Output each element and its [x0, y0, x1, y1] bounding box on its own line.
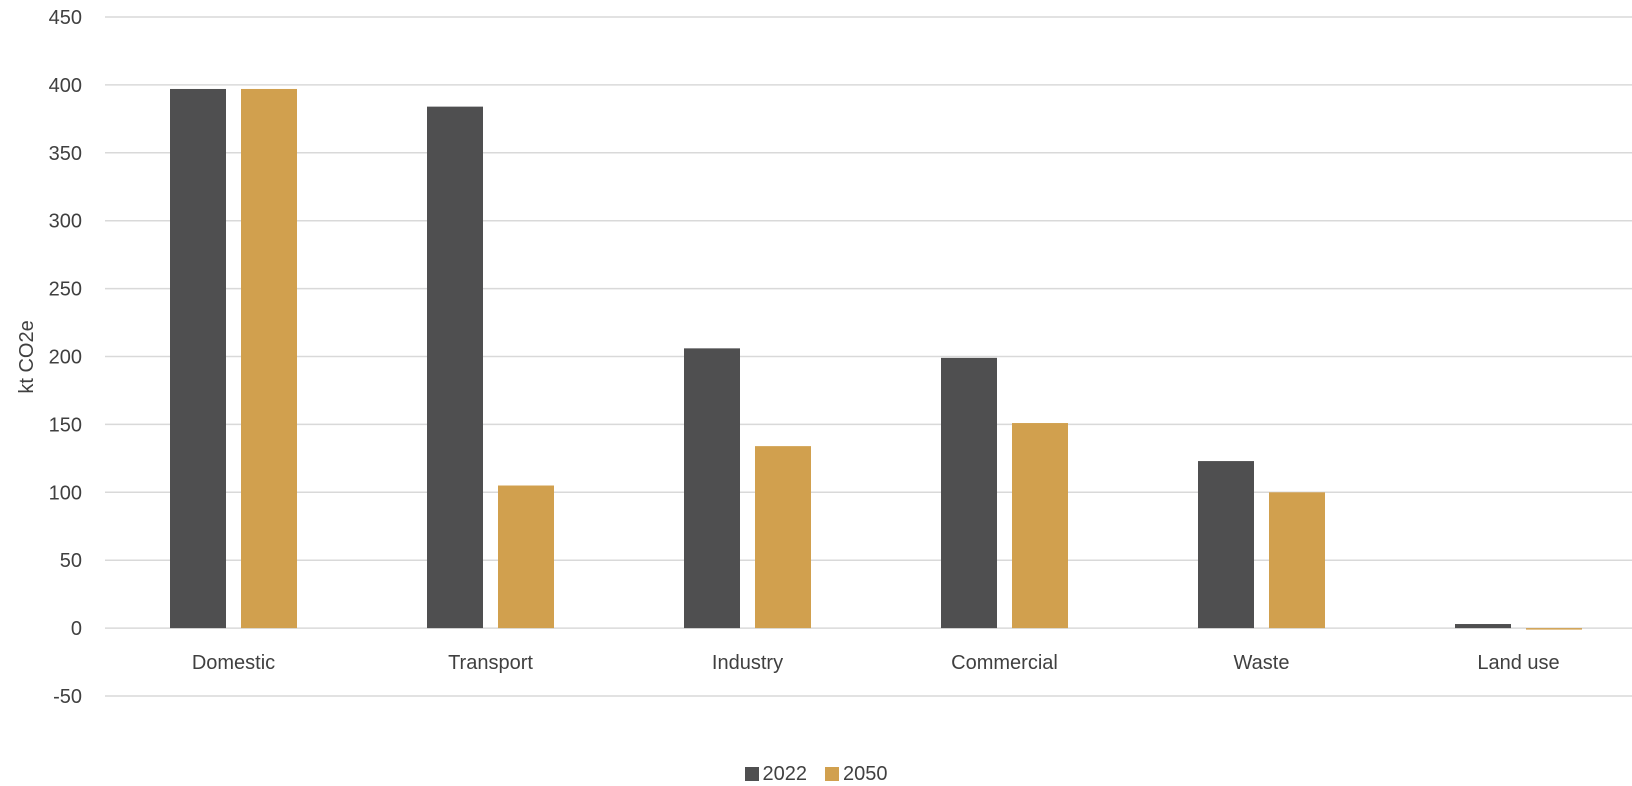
- y-tick-label: 0: [71, 618, 82, 640]
- y-tick-label: 400: [49, 75, 82, 97]
- gridlines: [105, 16, 1632, 697]
- bar-industry-2050: [755, 446, 811, 629]
- x-tick-label-transport: Transport: [448, 652, 533, 674]
- x-tick-label-domestic: Domestic: [192, 652, 275, 674]
- bar-waste-2022: [1198, 461, 1254, 629]
- y-tick-label: 250: [49, 279, 82, 301]
- y-tick-label: 300: [49, 211, 82, 233]
- bar-land-use-2050: [1526, 628, 1582, 630]
- y-tick-label: -50: [53, 686, 82, 708]
- legend-swatch-2050: [825, 767, 839, 781]
- bars: [170, 88, 1582, 630]
- y-axis-ticks: -50 0 50 100 150 200 250 300 350 400 450: [49, 7, 82, 708]
- x-tick-label-industry: Industry: [712, 652, 783, 674]
- bar-industry-2022: [684, 348, 740, 629]
- y-tick-label: 150: [49, 414, 82, 436]
- bar-commercial-2050: [1012, 423, 1068, 629]
- bar-commercial-2022: [941, 357, 997, 629]
- legend-swatch-2022: [744, 767, 759, 781]
- y-tick-label: 350: [49, 143, 82, 165]
- bar-waste-2050: [1269, 492, 1325, 629]
- y-tick-label: 100: [49, 482, 82, 504]
- bar-transport-2050: [498, 485, 554, 629]
- legend-label-2050: 2050: [843, 763, 888, 785]
- legend-label-2022: 2022: [762, 763, 808, 785]
- y-tick-label: 450: [49, 7, 82, 29]
- bar-land-use-2022: [1455, 624, 1511, 629]
- y-tick-label: 200: [49, 347, 82, 369]
- legend: 2022 2050: [0, 762, 1632, 786]
- legend-item-2022: 2022: [744, 762, 808, 786]
- x-axis-ticks: Domestic Transport Industry Commercial Waste…: [192, 652, 1560, 674]
- bar-domestic-2022: [170, 88, 226, 629]
- legend-item-2050: 2050: [825, 762, 888, 786]
- y-axis-title: kt CO2e: [16, 320, 38, 393]
- bar-domestic-2050: [241, 88, 297, 629]
- x-tick-label-commercial: Commercial: [951, 652, 1058, 674]
- x-tick-label-waste: Waste: [1234, 652, 1290, 674]
- x-tick-label-land-use: Land use: [1477, 652, 1559, 674]
- y-tick-label: 50: [60, 550, 82, 572]
- bar-transport-2022: [427, 106, 483, 629]
